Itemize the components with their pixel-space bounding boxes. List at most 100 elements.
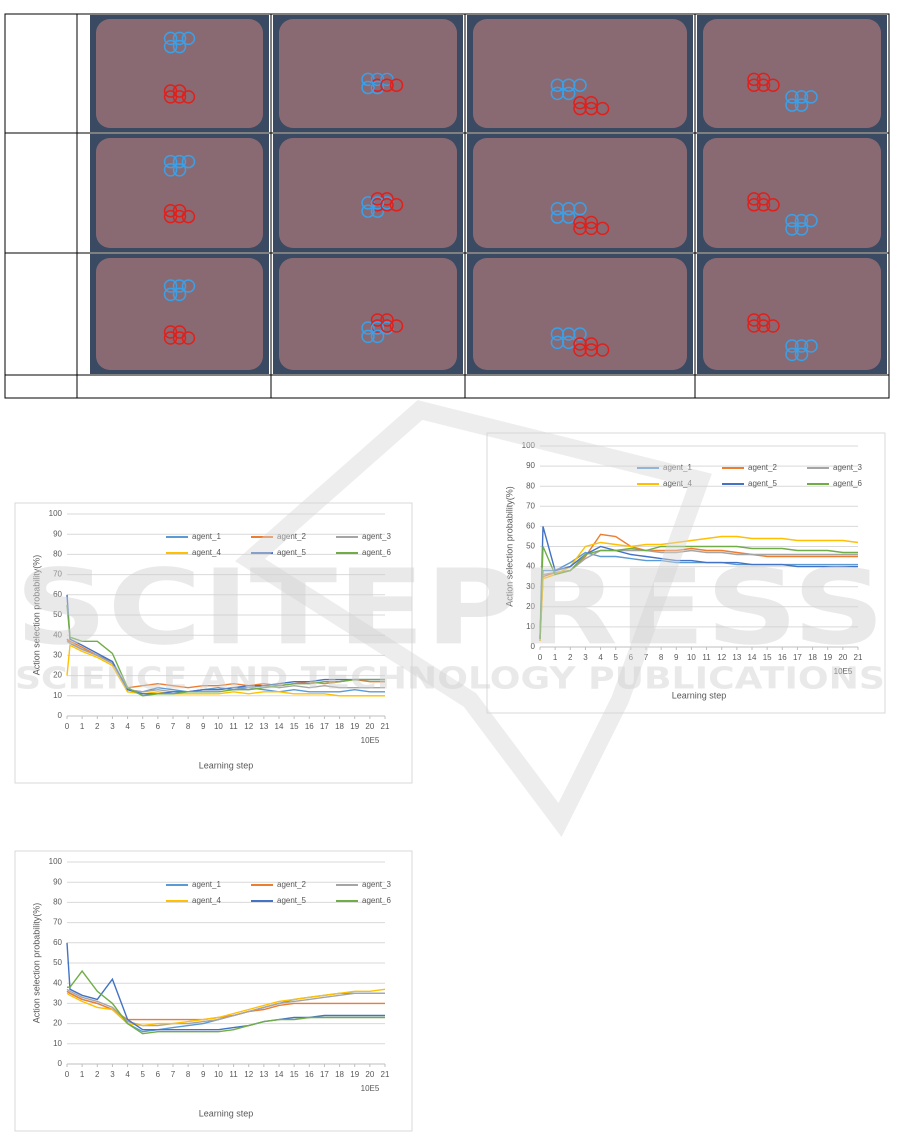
blue-marker [550, 86, 565, 101]
blue-marker [361, 80, 375, 95]
y-tick-label: 20 [53, 671, 62, 680]
y-tick-label: 40 [53, 630, 62, 639]
red-marker [747, 198, 761, 212]
legend-label: agent_4 [663, 479, 692, 488]
red-marker [573, 215, 587, 230]
red-marker [370, 192, 385, 206]
x-tick-label: 6 [156, 722, 161, 731]
blue-marker [172, 39, 187, 54]
blue-marker [380, 72, 394, 87]
series-line [67, 969, 385, 1035]
red-marker [756, 319, 771, 333]
x-tick-label: 3 [110, 722, 115, 731]
red-marker [181, 90, 196, 104]
chart-frame [14, 850, 413, 1132]
watermark: SCITEPRESS SCIENCE AND TECHNOLOGY PUBLIC… [15, 400, 885, 838]
x-tick-label: 6 [156, 1070, 161, 1079]
red-marker [747, 72, 761, 87]
y-tick-label: 50 [53, 610, 62, 619]
red-marker [756, 198, 771, 212]
photo-surface [473, 258, 687, 370]
blue-marker [361, 329, 375, 344]
x-tick-label: 2 [568, 653, 573, 662]
red-marker [380, 313, 394, 327]
x-tick-label: 7 [171, 1070, 176, 1079]
y-tick-label: 30 [53, 999, 62, 1008]
blue-marker [794, 222, 809, 236]
red-marker [380, 198, 394, 212]
y-tick-label: 60 [526, 522, 535, 531]
legend-label: agent_4 [192, 548, 221, 557]
x-tick-label: 17 [320, 722, 329, 731]
y-tick-label: 90 [53, 529, 62, 538]
legend-label: agent_5 [277, 548, 306, 557]
red-marker [584, 221, 599, 236]
red-marker [766, 78, 780, 92]
blue-marker [561, 78, 576, 92]
y-tick-label: 20 [53, 1019, 62, 1028]
red-marker [747, 313, 761, 327]
blue-marker [163, 31, 178, 46]
red-marker [756, 78, 771, 92]
blue-marker [181, 31, 196, 46]
blue-marker [561, 327, 576, 341]
x-tick-label: 8 [186, 1070, 191, 1079]
legend-label: agent_2 [277, 880, 306, 889]
blue-marker [370, 196, 385, 210]
red-marker [747, 319, 761, 333]
blue-marker [172, 287, 187, 302]
red-marker [380, 78, 394, 92]
y-tick-label: 20 [526, 602, 535, 611]
x-tick-label: 0 [538, 653, 543, 662]
x-tick-label: 12 [717, 653, 726, 662]
x-tick-label: 13 [732, 653, 741, 662]
x-tick-label: 18 [808, 653, 817, 662]
x-tick-label: 10 [214, 722, 223, 731]
x-tick-label: 9 [201, 1070, 206, 1079]
x-tick-label: 0 [65, 722, 70, 731]
x-tick-label: 9 [201, 722, 206, 731]
photo-surface [96, 138, 263, 248]
red-marker [573, 96, 587, 110]
legend-label: agent_2 [748, 463, 777, 472]
x-axis-label: Learning step [672, 690, 727, 700]
photo-surface [473, 138, 687, 248]
x-tick-label: 2 [95, 1070, 100, 1079]
blue-marker [370, 72, 385, 87]
legend-label: agent_5 [748, 479, 777, 488]
red-marker [370, 313, 385, 327]
red-marker [756, 192, 771, 206]
red-marker [172, 331, 187, 345]
x-tick-label: 17 [793, 653, 802, 662]
y-tick-label: 10 [526, 622, 535, 631]
y-tick-label: 80 [53, 550, 62, 559]
photo-surface [279, 138, 457, 248]
y-tick-label: 0 [58, 711, 63, 720]
red-marker [172, 209, 187, 224]
x-tick-label: 15 [290, 722, 299, 731]
x-tick-label: 21 [381, 1070, 390, 1079]
y-tick-label: 100 [49, 857, 63, 866]
blue-marker [794, 98, 809, 112]
chart-frame [14, 502, 413, 784]
blue-marker [181, 279, 196, 293]
x-tick-label: 13 [259, 722, 268, 731]
y-tick-label: 10 [53, 691, 62, 700]
legend-label: agent_3 [833, 463, 862, 472]
x-tick-label: 18 [335, 1070, 344, 1079]
red-marker [747, 78, 761, 92]
x-tick-label: 4 [598, 653, 603, 662]
x-tick-label: 20 [365, 722, 374, 731]
x-tick-label: 12 [244, 722, 253, 731]
x-tick-label: 5 [140, 1070, 145, 1079]
x-tick-label: 16 [305, 1070, 314, 1079]
x-tick-label: 20 [365, 1070, 374, 1079]
x-tick-label: 21 [381, 722, 390, 731]
y-tick-label: 30 [526, 582, 535, 591]
x-tick-label: 16 [778, 653, 787, 662]
y-tick-label: 90 [526, 461, 535, 470]
x-tick-label: 17 [320, 1070, 329, 1079]
x-tick-label: 18 [335, 722, 344, 731]
blue-marker [361, 321, 375, 335]
